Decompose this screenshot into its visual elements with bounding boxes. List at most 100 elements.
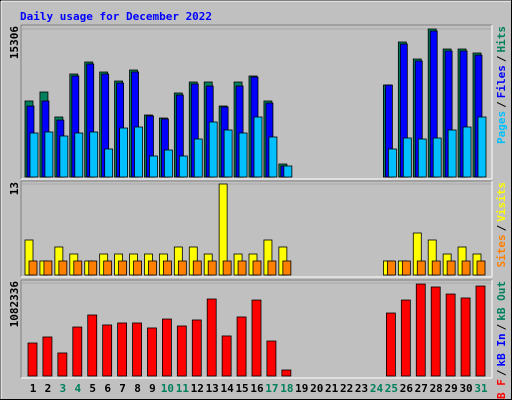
bar	[402, 137, 412, 178]
legend: Sites / Visits	[495, 182, 508, 268]
x-tick-label: 20	[310, 382, 323, 395]
bar	[117, 322, 127, 377]
bar	[475, 285, 486, 377]
legend-separator: /	[495, 101, 508, 108]
bar	[386, 260, 396, 276]
legend: Pages / Files / Hits	[495, 26, 508, 144]
bar	[207, 260, 217, 276]
y-tick-label: 13	[8, 182, 21, 195]
bar	[132, 322, 142, 377]
x-tick-label: 3	[60, 382, 67, 395]
x-tick-label: 18	[280, 382, 293, 395]
bar	[476, 260, 486, 276]
bar	[74, 132, 84, 178]
x-tick-label: 12	[191, 382, 204, 395]
legend-entry: kB F	[495, 379, 508, 400]
bar	[193, 138, 203, 178]
bar	[416, 260, 426, 276]
bar	[88, 260, 98, 276]
bar	[58, 260, 68, 276]
bar	[206, 298, 217, 377]
x-tick-label: 15	[235, 382, 248, 395]
bar	[417, 138, 427, 178]
legend-separator: /	[495, 323, 508, 330]
x-tick-label: 5	[89, 382, 96, 395]
chart-title: Daily usage for December 2022	[20, 10, 212, 23]
bar	[283, 165, 293, 178]
bar	[28, 260, 38, 276]
x-tick-label: 26	[400, 382, 414, 395]
bar	[432, 137, 442, 178]
legend-entry: kB Out	[495, 281, 508, 321]
bar	[192, 260, 202, 276]
bar	[102, 324, 113, 377]
bar	[221, 335, 232, 377]
legend-entry: Sites	[495, 234, 508, 267]
x-tick-label: 25	[385, 382, 398, 395]
bar	[268, 136, 278, 178]
bar	[191, 319, 202, 377]
bar	[400, 299, 411, 377]
bar	[462, 126, 472, 178]
bar	[447, 129, 457, 178]
bar	[119, 127, 128, 178]
bar	[415, 283, 426, 377]
x-tick-label: 7	[119, 382, 126, 395]
x-tick-label: 14	[221, 382, 235, 395]
bar	[282, 260, 292, 276]
legend: kB F / kB In / kB Out	[495, 281, 508, 400]
legend-separator: /	[495, 369, 508, 376]
bar	[387, 148, 397, 178]
bar	[223, 129, 233, 178]
x-tick-label: 10	[161, 382, 174, 395]
bar	[134, 126, 143, 178]
x-tick-label: 31	[474, 382, 488, 395]
x-tick-label: 30	[459, 382, 472, 395]
x-tick-label: 29	[445, 382, 458, 395]
bar	[163, 149, 173, 178]
bar	[176, 325, 187, 377]
bar	[430, 286, 441, 377]
bar	[133, 260, 142, 276]
bar	[162, 260, 172, 276]
bar	[87, 314, 98, 377]
bar	[236, 316, 247, 377]
bar	[237, 260, 247, 276]
bar	[445, 293, 456, 377]
bar	[477, 116, 487, 178]
x-tick-label: 6	[104, 382, 111, 395]
x-tick-label: 23	[355, 382, 368, 395]
legend-entry: Hits	[495, 26, 508, 53]
bar	[57, 352, 68, 377]
bar	[104, 148, 114, 178]
x-tick-label: 2	[45, 382, 52, 395]
bar	[118, 260, 127, 276]
x-tick-label: 16	[250, 382, 264, 395]
legend-separator: /	[495, 55, 508, 62]
x-tick-label: 22	[340, 382, 353, 395]
bar	[72, 326, 83, 377]
x-tick-label: 27	[415, 382, 428, 395]
x-tick-label: 8	[134, 382, 141, 395]
bar	[27, 342, 38, 377]
x-tick-label: 11	[176, 382, 190, 395]
bar	[431, 260, 441, 276]
legend-entry: Visits	[495, 182, 508, 222]
bar	[178, 155, 188, 178]
bar	[281, 369, 292, 377]
bar	[149, 155, 158, 178]
legend-separator: /	[495, 224, 508, 231]
bar	[461, 260, 471, 276]
bar	[252, 260, 262, 276]
bar	[103, 260, 113, 276]
bar	[161, 318, 172, 377]
bar	[401, 260, 411, 276]
x-tick-label: 21	[325, 382, 339, 395]
bar	[29, 132, 39, 178]
x-tick-label: 9	[149, 382, 156, 395]
bar	[59, 135, 69, 178]
bar	[267, 260, 277, 276]
bar	[89, 131, 99, 178]
bar	[44, 131, 54, 178]
